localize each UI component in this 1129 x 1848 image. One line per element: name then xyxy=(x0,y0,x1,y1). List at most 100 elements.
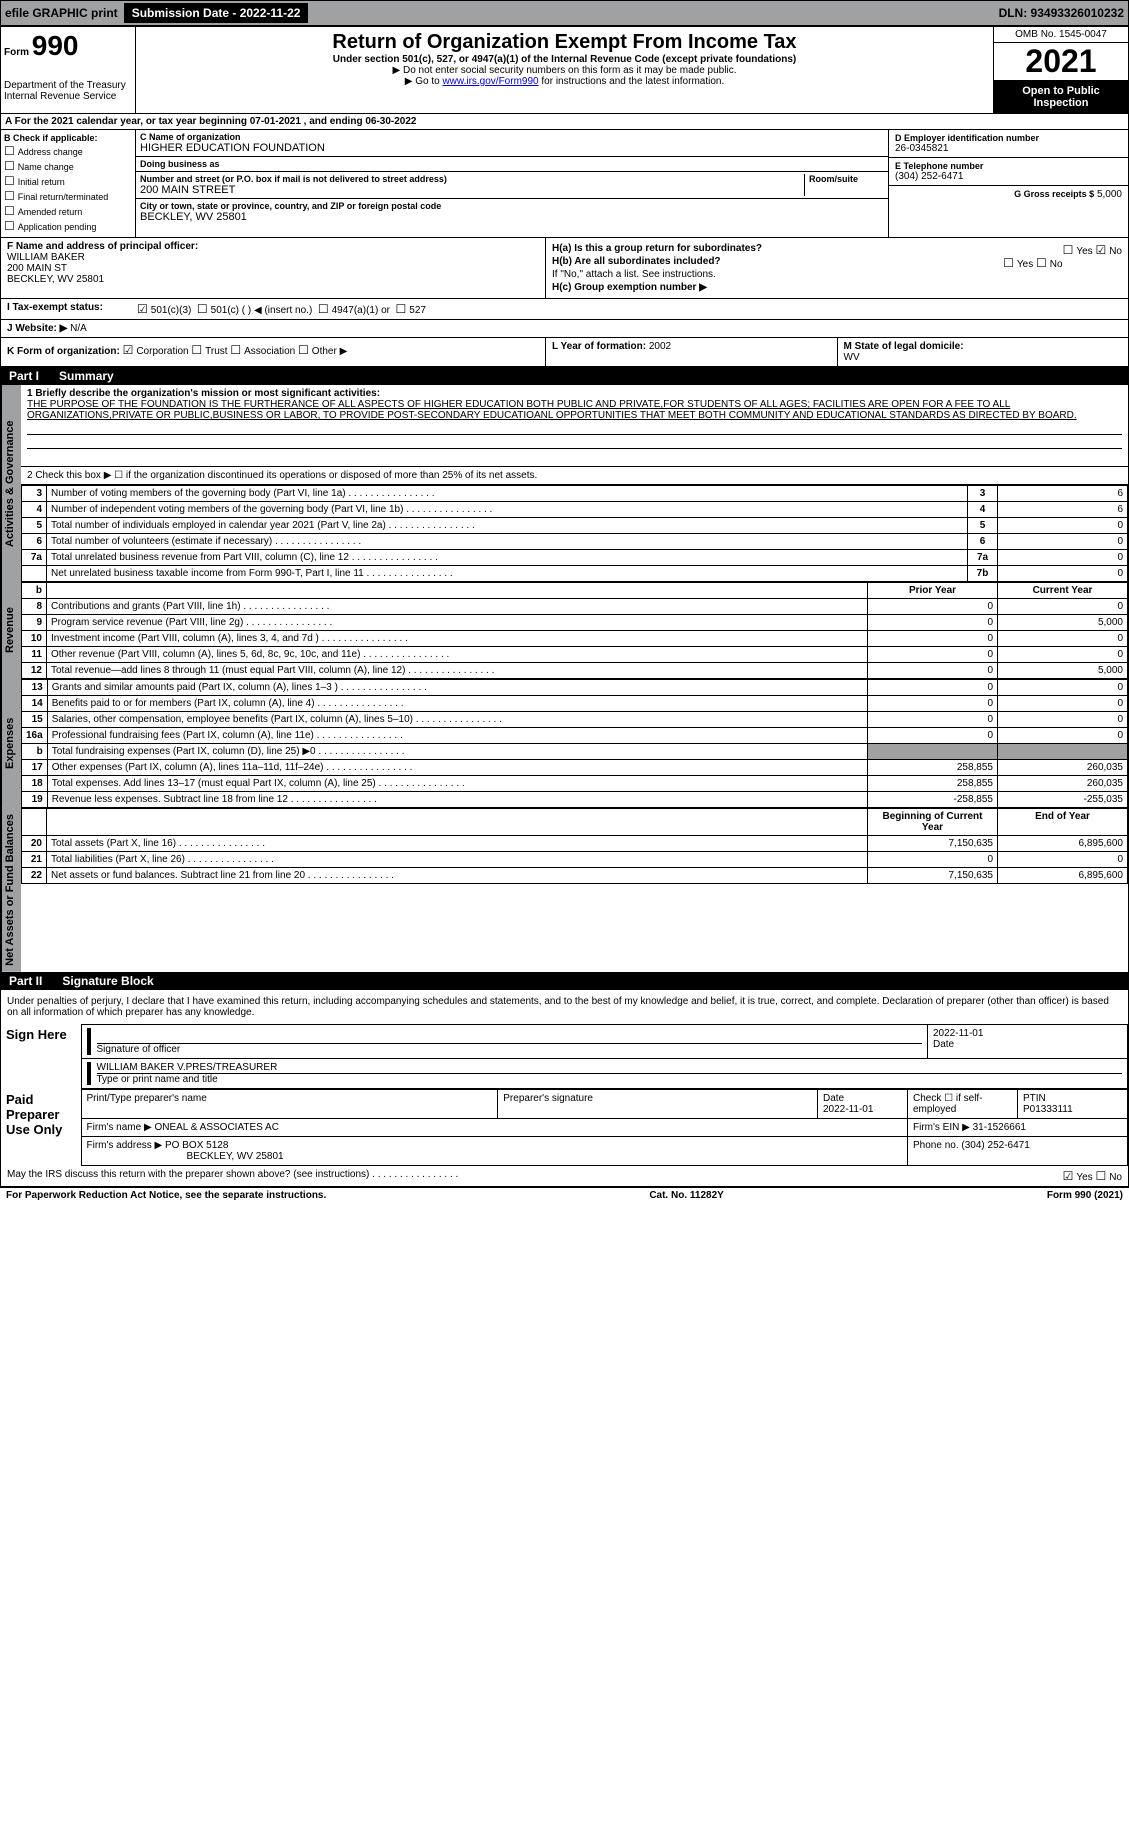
city-row: City or town, state or province, country… xyxy=(136,199,888,225)
k-other[interactable]: Other ▶ xyxy=(298,346,347,357)
pcheck-cell[interactable]: Check ☐ if self-employed xyxy=(908,1089,1018,1118)
st-501c3[interactable]: 501(c)(3) xyxy=(137,302,191,316)
e-label: E Telephone number xyxy=(895,161,1122,171)
gross-cell: G Gross receipts $ 5,000 xyxy=(889,186,1128,203)
row-num: 20 xyxy=(22,836,47,852)
k-form-org: K Form of organization: Corporation Trus… xyxy=(1,338,546,366)
phone-cell: E Telephone number (304) 252-6471 xyxy=(889,158,1128,186)
st-4947[interactable]: 4947(a)(1) or xyxy=(318,302,390,316)
phone-val: (304) 252-6471 xyxy=(895,171,1122,182)
row-box: 7b xyxy=(968,566,998,582)
b-title: B Check if applicable: xyxy=(4,133,132,143)
revenue-section: Revenue b Prior Year Current Year 8Contr… xyxy=(1,582,1128,679)
exp-content: 13Grants and similar amounts paid (Part … xyxy=(21,679,1128,808)
cb-address-change[interactable]: Address change xyxy=(4,144,132,158)
vtab-governance: Activities & Governance xyxy=(1,385,21,582)
table-row: 10Investment income (Part VIII, column (… xyxy=(22,631,1128,647)
vtab-netassets: Net Assets or Fund Balances xyxy=(1,808,21,972)
fein-val: 31-1526661 xyxy=(973,1122,1026,1133)
sign-here-table: Sign Here Signature of officer 2022-11-0… xyxy=(1,1024,1128,1089)
m-state: M State of legal domicile: WV xyxy=(838,338,1129,366)
pname-cell: Print/Type preparer's name xyxy=(81,1089,498,1118)
hb-yes[interactable]: Yes xyxy=(1003,259,1033,270)
irs-link[interactable]: www.irs.gov/Form990 xyxy=(442,76,538,87)
l-label: L Year of formation: xyxy=(552,341,646,352)
row-val: 0 xyxy=(998,534,1128,550)
table-row: 9Program service revenue (Part VIII, lin… xyxy=(22,615,1128,631)
row-cy: 0 xyxy=(998,852,1128,868)
k-assoc[interactable]: Association xyxy=(230,346,295,357)
row-desc: Total unrelated business revenue from Pa… xyxy=(47,550,968,566)
table-row: 13Grants and similar amounts paid (Part … xyxy=(22,680,1128,696)
cb-final-return[interactable]: Final return/terminated xyxy=(4,189,132,203)
row-num: 13 xyxy=(22,680,48,696)
subtitle-1: Under section 501(c), 527, or 4947(a)(1)… xyxy=(140,54,989,65)
row-box: 3 xyxy=(968,486,998,502)
faddr-cell: Firm's address ▶ PO BOX 5128 BECKLEY, WV… xyxy=(81,1136,908,1165)
row-desc: Other expenses (Part IX, column (A), lin… xyxy=(47,760,867,776)
period-row: A For the 2021 calendar year, or tax yea… xyxy=(1,114,1128,130)
row-num: 7a xyxy=(22,550,47,566)
faddr-val: PO BOX 5128 xyxy=(165,1140,228,1151)
discuss-row: May the IRS discuss this return with the… xyxy=(1,1166,1128,1187)
k-corp[interactable]: Corporation xyxy=(123,346,189,357)
discuss-question: May the IRS discuss this return with the… xyxy=(7,1169,458,1183)
cb-initial-return[interactable]: Initial return xyxy=(4,174,132,188)
hb-no[interactable]: No xyxy=(1036,259,1063,270)
dln-label: DLN: 93493326010232 xyxy=(999,6,1124,20)
table-row: 12Total revenue—add lines 8 through 11 (… xyxy=(22,663,1128,679)
st-527[interactable]: 527 xyxy=(396,302,426,316)
row-desc: Total number of individuals employed in … xyxy=(47,518,968,534)
cb-application-pending[interactable]: Application pending xyxy=(4,219,132,233)
kl-row: K Form of organization: Corporation Trus… xyxy=(1,338,1128,367)
ha-yes[interactable]: Yes xyxy=(1063,246,1093,257)
row-desc: Total expenses. Add lines 13–17 (must eq… xyxy=(47,776,867,792)
subtitle-2: ▶ Do not enter social security numbers o… xyxy=(140,65,989,76)
inspection-label: Open to Public Inspection xyxy=(994,81,1128,113)
table-row: 20Total assets (Part X, line 16)7,150,63… xyxy=(22,836,1128,852)
row-num: 9 xyxy=(22,615,47,631)
rev-header-row: b Prior Year Current Year xyxy=(22,583,1128,599)
row-cy: 0 xyxy=(998,728,1128,744)
m-label: M State of legal domicile: xyxy=(844,341,964,352)
vtab-revenue: Revenue xyxy=(1,582,21,679)
discuss-no[interactable]: No xyxy=(1095,1172,1122,1183)
pphone-val: (304) 252-6471 xyxy=(961,1140,1029,1151)
form-main: Form 990 Department of the Treasury Inte… xyxy=(0,26,1129,1188)
check-col-b: B Check if applicable: Address change Na… xyxy=(1,130,136,237)
row-val: 0 xyxy=(998,566,1128,582)
discuss-yes[interactable]: Yes xyxy=(1063,1172,1093,1183)
net-content: Beginning of Current Year End of Year 20… xyxy=(21,808,1128,972)
hb-label: H(b) Are all subordinates included? xyxy=(552,256,721,267)
addr-val: 200 MAIN STREET xyxy=(140,184,804,196)
sig-line[interactable] xyxy=(97,1028,923,1044)
pdate-label: Date xyxy=(823,1093,902,1104)
row-num: 14 xyxy=(22,696,48,712)
website-row: J Website: ▶ N/A xyxy=(1,320,1128,338)
net-hdr-by: Beginning of Current Year xyxy=(868,809,998,836)
row-cy: 5,000 xyxy=(998,615,1128,631)
label-a: A xyxy=(5,116,12,127)
row-val: 6 xyxy=(998,502,1128,518)
k-trust[interactable]: Trust xyxy=(191,346,227,357)
cb-name-change[interactable]: Name change xyxy=(4,159,132,173)
row-desc: Contributions and grants (Part VIII, lin… xyxy=(47,599,868,615)
rev-hdr-blank xyxy=(47,583,868,599)
net-hdr-blank1 xyxy=(22,809,47,836)
l-val: 2002 xyxy=(649,341,671,352)
cb-amended-return[interactable]: Amended return xyxy=(4,204,132,218)
section-b: B Check if applicable: Address change Na… xyxy=(1,130,1128,238)
sig-cell: Signature of officer xyxy=(81,1024,928,1058)
blank-line-1 xyxy=(27,421,1122,435)
ha-no[interactable]: No xyxy=(1095,246,1122,257)
st-501c[interactable]: 501(c) ( ) ◀ (insert no.) xyxy=(197,302,312,316)
row-py: 0 xyxy=(868,696,998,712)
subtitle-3: ▶ Go to www.irs.gov/Form990 for instruct… xyxy=(140,76,989,87)
row-num: 17 xyxy=(22,760,48,776)
hc-label: H(c) Group exemption number ▶ xyxy=(552,282,1122,293)
row-num xyxy=(22,566,47,582)
table-row: 21Total liabilities (Part X, line 26)00 xyxy=(22,852,1128,868)
sig-declaration: Under penalties of perjury, I declare th… xyxy=(1,990,1128,1024)
mission-block: 1 Briefly describe the organization's mi… xyxy=(21,385,1128,467)
submission-date-button[interactable]: Submission Date - 2022-11-22 xyxy=(124,3,309,23)
